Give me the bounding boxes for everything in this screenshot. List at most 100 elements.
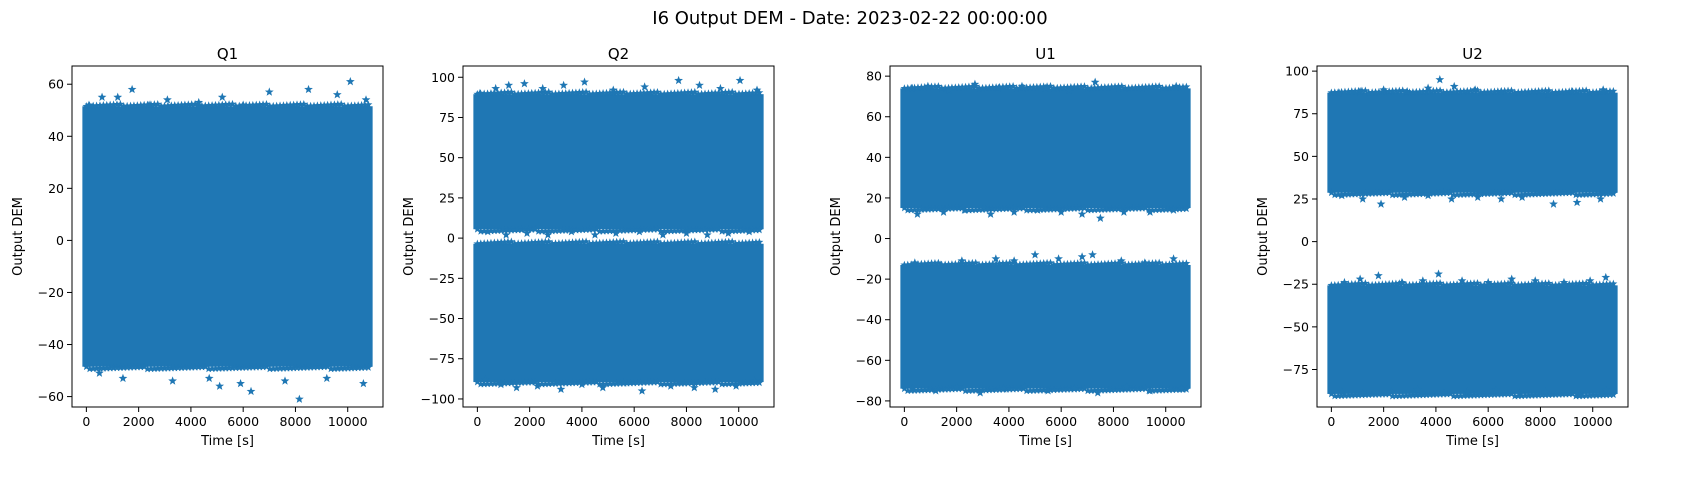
x-axis-label: Time [s] bbox=[1018, 434, 1072, 449]
data-point bbox=[1148, 82, 1157, 91]
data-point bbox=[1415, 189, 1424, 198]
data-point bbox=[486, 238, 495, 247]
data-point bbox=[907, 260, 916, 268]
data-point bbox=[1388, 279, 1397, 288]
data-point bbox=[970, 79, 980, 88]
data-point bbox=[527, 225, 536, 233]
data-point bbox=[255, 362, 264, 371]
data-point bbox=[299, 99, 308, 108]
data-point bbox=[554, 89, 563, 98]
data-point bbox=[639, 88, 648, 97]
data-point bbox=[1041, 83, 1050, 93]
data-point bbox=[1364, 390, 1373, 399]
data-point bbox=[1463, 86, 1472, 95]
data-point bbox=[1497, 279, 1506, 288]
data-point bbox=[1374, 390, 1383, 398]
data-point bbox=[1178, 259, 1187, 268]
data-point bbox=[1002, 385, 1011, 393]
data-point bbox=[483, 379, 492, 388]
data-point bbox=[721, 88, 730, 96]
data-point bbox=[951, 204, 960, 212]
data-point bbox=[707, 225, 716, 233]
data-point bbox=[554, 239, 563, 247]
data-point bbox=[340, 101, 349, 110]
data-point bbox=[480, 89, 489, 98]
y-tick-label: −60 bbox=[38, 389, 64, 404]
data-point bbox=[1490, 280, 1499, 288]
data-point bbox=[1483, 189, 1492, 198]
data-point bbox=[1138, 203, 1147, 212]
data-point bbox=[650, 378, 659, 386]
data-point bbox=[357, 363, 366, 372]
data-point bbox=[992, 204, 1001, 213]
data-point bbox=[507, 226, 516, 234]
y-tick-label: −25 bbox=[429, 271, 455, 286]
data-point bbox=[1005, 385, 1014, 393]
data-point bbox=[612, 379, 621, 387]
data-point bbox=[238, 363, 247, 372]
data-point bbox=[541, 88, 550, 96]
data-point bbox=[565, 238, 574, 247]
data-point bbox=[643, 378, 652, 386]
data-point bbox=[1104, 385, 1113, 394]
data-point bbox=[1347, 279, 1356, 288]
data-point bbox=[626, 226, 635, 234]
data-point bbox=[520, 378, 529, 386]
data-point bbox=[992, 259, 1001, 268]
data-point bbox=[1398, 86, 1407, 94]
data-point bbox=[934, 82, 943, 90]
data-point bbox=[734, 379, 743, 387]
data-point bbox=[1371, 280, 1380, 289]
data-point bbox=[1168, 260, 1177, 268]
data-point bbox=[988, 385, 997, 394]
data-point bbox=[1439, 281, 1448, 289]
data-point bbox=[1094, 83, 1103, 92]
data-point bbox=[978, 83, 987, 92]
data-point bbox=[936, 260, 946, 269]
data-point bbox=[1100, 259, 1109, 268]
data-point bbox=[650, 88, 659, 96]
data-point bbox=[1134, 204, 1143, 212]
data-point bbox=[1351, 87, 1360, 95]
data-point bbox=[1357, 189, 1366, 198]
data-point bbox=[595, 380, 604, 388]
data-point bbox=[1340, 277, 1349, 287]
y-tick-label: 20 bbox=[48, 181, 64, 196]
subplot-title: U1 bbox=[1035, 45, 1056, 63]
data-band-1 bbox=[900, 88, 1191, 209]
data-point bbox=[534, 380, 543, 388]
data-point bbox=[483, 89, 492, 97]
data-point bbox=[1487, 390, 1496, 399]
data-band-2 bbox=[473, 243, 764, 383]
data-point bbox=[316, 101, 325, 109]
data-point bbox=[1544, 189, 1553, 198]
data-point bbox=[981, 205, 990, 213]
data-point bbox=[616, 88, 625, 96]
data-point bbox=[1415, 390, 1424, 399]
data-point bbox=[1496, 86, 1506, 96]
data-point bbox=[687, 88, 696, 96]
x-axis-label: Time [s] bbox=[200, 434, 254, 449]
data-point bbox=[1457, 276, 1467, 285]
data-point bbox=[517, 89, 526, 98]
y-tick-label: −50 bbox=[429, 311, 455, 326]
data-point bbox=[677, 379, 686, 387]
data-point bbox=[255, 100, 264, 109]
data-point bbox=[660, 379, 669, 388]
data-point bbox=[1182, 385, 1191, 393]
data-point bbox=[707, 238, 716, 247]
data-point bbox=[476, 239, 485, 247]
data-point bbox=[910, 386, 919, 394]
data-point bbox=[1351, 189, 1360, 198]
data-point bbox=[1066, 259, 1075, 268]
data-point bbox=[1022, 205, 1031, 214]
data-point bbox=[1124, 204, 1133, 213]
data-point bbox=[1161, 83, 1170, 92]
x-tick-label: 8000 bbox=[671, 414, 703, 429]
data-point bbox=[975, 205, 984, 214]
data-point bbox=[937, 204, 946, 213]
data-point bbox=[520, 238, 529, 247]
data-point bbox=[561, 238, 570, 247]
data-point bbox=[106, 100, 115, 109]
data-point bbox=[704, 225, 713, 234]
